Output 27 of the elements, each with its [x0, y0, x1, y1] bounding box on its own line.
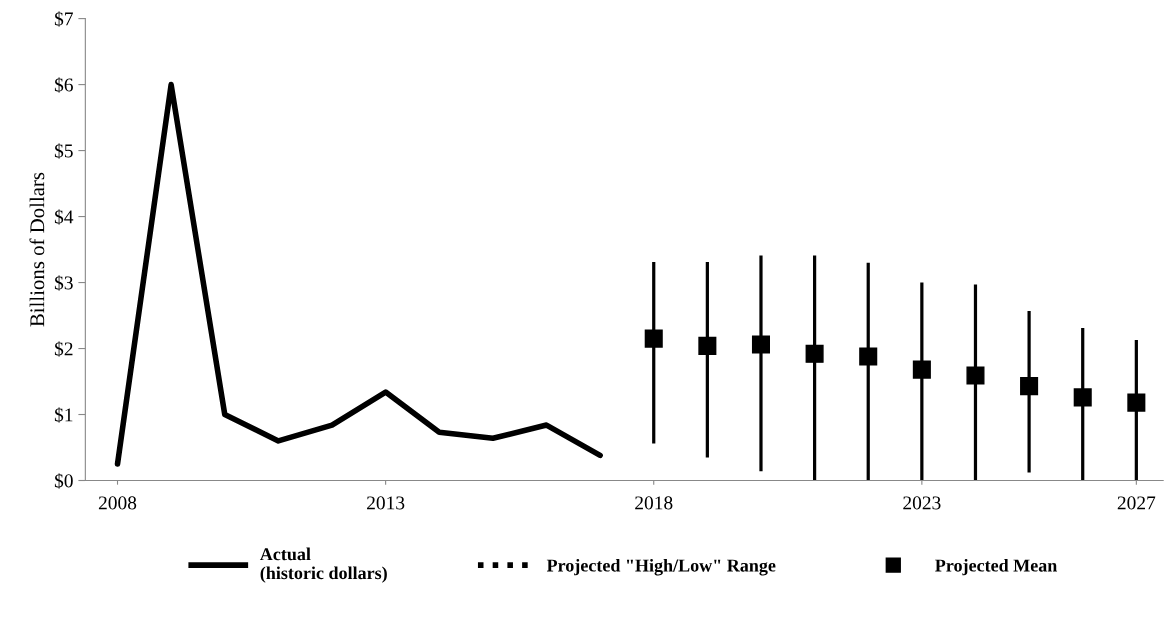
- y-tick-label: $1: [54, 407, 73, 423]
- legend-label: Projected "High/Low" Range: [546, 558, 776, 576]
- y-tick-label: $6: [54, 77, 73, 93]
- y-tick-label: $4: [54, 209, 74, 225]
- point: [751, 335, 771, 354]
- point: [1127, 393, 1146, 412]
- point: [698, 336, 717, 355]
- y-tick-label: $0: [54, 473, 73, 489]
- legend-label: Actual (historic dollars): [259, 547, 387, 583]
- y-tick-label: $2: [54, 341, 73, 357]
- y-axis-title: Billions of Dollars: [29, 172, 45, 327]
- y-tick-label: $5: [54, 143, 73, 159]
- x-tick-label: 2027: [1117, 496, 1156, 510]
- x-tick-label: 2008: [98, 496, 137, 510]
- point: [805, 344, 824, 363]
- y-tick-label: $7: [54, 11, 73, 27]
- point: [966, 366, 985, 385]
- x-tick-label: 2018: [635, 496, 673, 510]
- point: [644, 329, 663, 348]
- x-tick-label: 2023: [903, 496, 941, 510]
- x-tick-label: 2013: [367, 496, 405, 510]
- point: [859, 347, 878, 366]
- point: [1020, 377, 1039, 396]
- y-tick-label: $3: [54, 275, 73, 291]
- point: [1073, 388, 1092, 407]
- point: [912, 360, 931, 379]
- legend-label: Projected Mean: [935, 558, 1058, 576]
